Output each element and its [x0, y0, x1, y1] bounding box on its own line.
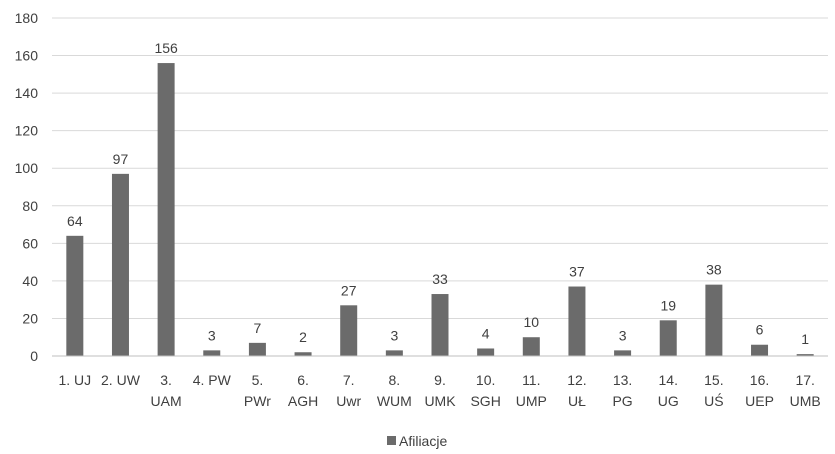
- x-tick-label: 14.: [659, 372, 678, 388]
- x-tick-label: 4. PW: [193, 372, 232, 388]
- bar: [157, 63, 175, 357]
- x-tick-label: UŚ: [704, 392, 723, 409]
- data-label: 33: [432, 271, 448, 287]
- bar: [294, 352, 312, 356]
- data-label: 7: [254, 320, 262, 336]
- x-tick-label: Uwr: [336, 393, 361, 409]
- data-label: 156: [154, 40, 178, 56]
- x-tick-label: 9.: [434, 372, 446, 388]
- y-tick-label: 0: [30, 348, 38, 364]
- x-tick-label: UŁ: [568, 393, 586, 409]
- y-tick-label: 60: [22, 235, 38, 251]
- x-tick-label: 3.: [160, 372, 172, 388]
- bar: [385, 350, 403, 356]
- x-tick-label: UEP: [745, 393, 774, 409]
- data-label: 4: [482, 325, 490, 341]
- data-label: 3: [619, 327, 627, 343]
- x-tick-label: UMP: [516, 393, 547, 409]
- data-label: 64: [67, 213, 83, 229]
- data-label: 37: [569, 264, 585, 280]
- x-tick-label: WUM: [377, 393, 412, 409]
- bar: [111, 173, 129, 356]
- x-axis-ticks: 1. UJ 2. UW 3. UAM 4. PW 5. PWr 6. AGH 7. Uwr 8. WUM…: [58, 372, 820, 409]
- bar: [705, 284, 723, 356]
- x-tick-label: UMB: [790, 393, 821, 409]
- y-tick-label: 120: [15, 123, 39, 139]
- bar: [614, 350, 632, 356]
- data-label: 10: [524, 314, 540, 330]
- legend-swatch: [387, 436, 396, 445]
- y-tick-label: 180: [15, 10, 39, 26]
- data-label: 97: [113, 151, 129, 167]
- data-label: 38: [706, 262, 722, 278]
- data-label: 6: [756, 322, 764, 338]
- data-label: 2: [299, 329, 307, 345]
- bar: [751, 344, 769, 356]
- y-tick-label: 100: [15, 160, 39, 176]
- x-tick-label: AGH: [288, 393, 318, 409]
- gridlines: [52, 17, 828, 319]
- x-tick-label: 12.: [567, 372, 586, 388]
- y-tick-label: 140: [15, 85, 39, 101]
- x-tick-label: 13.: [613, 372, 632, 388]
- x-tick-label: 17.: [795, 372, 814, 388]
- y-tick-label: 40: [22, 273, 38, 289]
- bar: [796, 354, 814, 356]
- data-label: 19: [660, 297, 676, 313]
- x-tick-label: 11.: [522, 372, 540, 388]
- bar: [340, 305, 358, 356]
- bar: [477, 348, 495, 356]
- bar: [522, 337, 540, 356]
- x-tick-label: 2. UW: [101, 372, 141, 388]
- y-tick-label: 160: [15, 48, 39, 64]
- bar: [66, 235, 84, 356]
- x-tick-label: UG: [658, 393, 679, 409]
- bar: [568, 286, 586, 356]
- data-label: 27: [341, 282, 357, 298]
- x-tick-label: 7.: [343, 372, 355, 388]
- data-label: 3: [208, 327, 216, 343]
- x-tick-label: PWr: [244, 393, 271, 409]
- x-tick-label: 5.: [252, 372, 264, 388]
- bar: [203, 350, 221, 356]
- x-tick-label: PG: [612, 393, 632, 409]
- x-tick-label: 15.: [704, 372, 723, 388]
- data-label: 3: [390, 327, 398, 343]
- bar: [248, 342, 266, 356]
- x-tick-label: 6.: [297, 372, 309, 388]
- x-tick-label: 10.: [476, 372, 495, 388]
- bar: [431, 294, 449, 356]
- y-tick-label: 80: [22, 198, 38, 214]
- x-tick-label: SGH: [470, 393, 500, 409]
- x-tick-label: 1. UJ: [58, 372, 91, 388]
- data-label: 1: [801, 331, 809, 347]
- y-axis-ticks: 0 20 40 60 80 100 120 140 160 180: [15, 10, 39, 364]
- bar: [659, 320, 677, 356]
- x-tick-label: UAM: [151, 393, 182, 409]
- bars: [66, 63, 814, 357]
- legend-label: Afiliacje: [399, 433, 447, 449]
- y-tick-label: 20: [22, 310, 38, 326]
- x-tick-label: 8.: [389, 372, 401, 388]
- x-tick-label: 16.: [750, 372, 769, 388]
- x-tick-label: UMK: [424, 393, 456, 409]
- legend: Afiliacje: [387, 433, 447, 449]
